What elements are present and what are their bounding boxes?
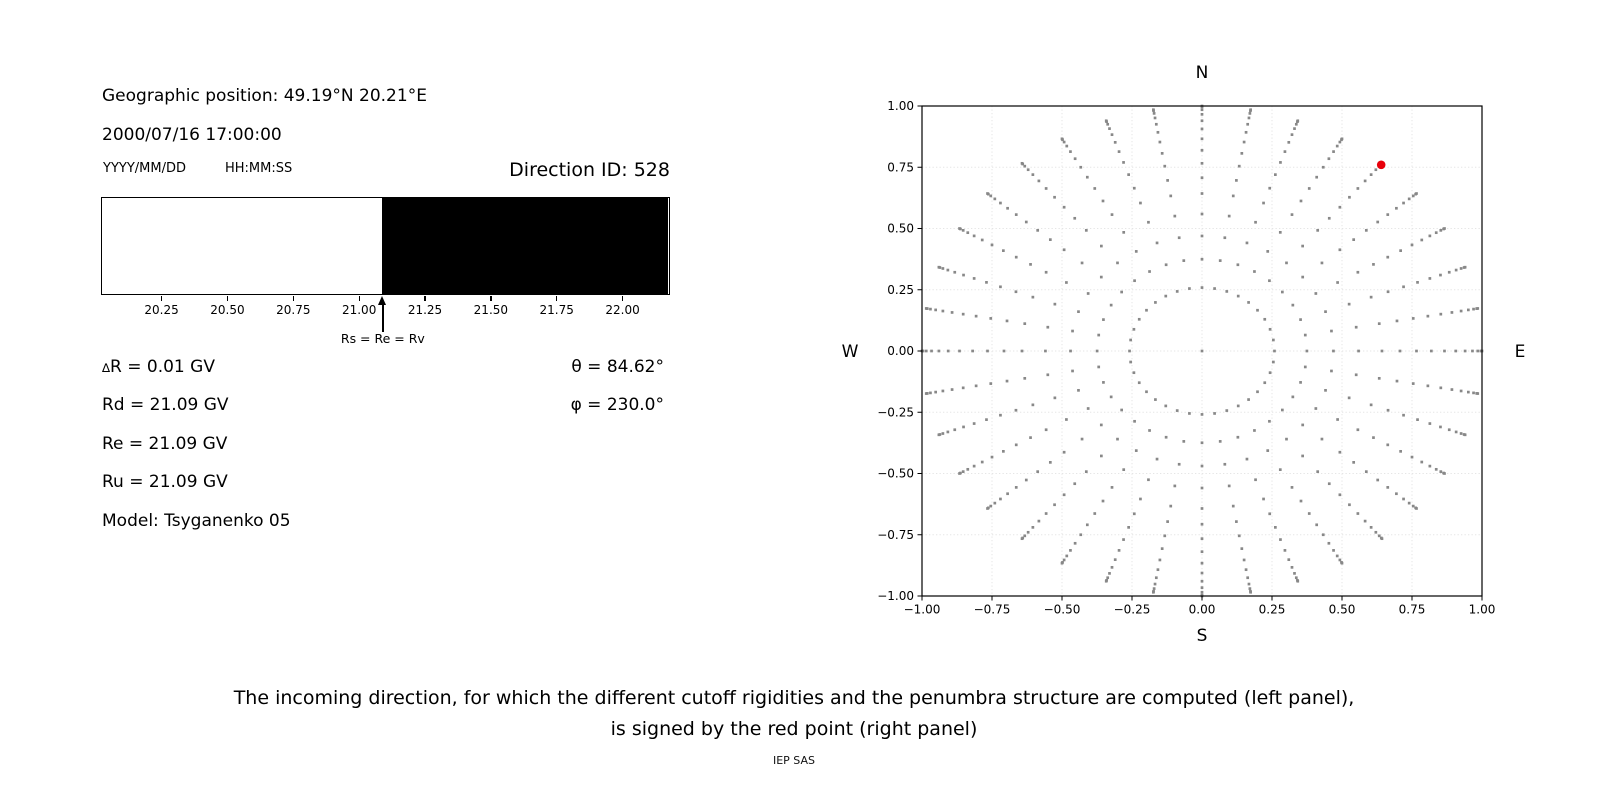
penumbra-tick-mark — [358, 296, 360, 301]
date-format-label: YYYY/MM/DD — [103, 161, 186, 176]
geo-position-text: Geographic position: 49.19°N 20.21°E — [102, 86, 427, 106]
penumbra-tick-mark — [160, 296, 163, 301]
arrow-line — [382, 305, 384, 332]
svg-text:0.50: 0.50 — [887, 222, 914, 236]
penumbra-tick-label: 21.50 — [473, 303, 509, 317]
readout-re: Re = 21.09 GV — [102, 434, 228, 454]
readout-ru: Ru = 21.09 GV — [102, 472, 228, 492]
svg-text:−0.25: −0.25 — [877, 405, 914, 419]
direction-id-text: Direction ID: 528 — [509, 159, 670, 181]
tick-marks — [917, 105, 1483, 601]
compass-north-label: N — [1196, 63, 1209, 83]
datetime-text: 2000/07/16 17:00:00 — [102, 125, 282, 145]
penumbra-tick-mark — [424, 296, 426, 301]
svg-text:0.00: 0.00 — [1189, 603, 1216, 617]
penumbra-tick-label: 20.25 — [144, 303, 179, 317]
caption-line-2: is signed by the red point (right panel) — [610, 718, 978, 740]
penumbra-chart — [101, 197, 670, 295]
svg-text:1.00: 1.00 — [1469, 603, 1496, 617]
penumbra-tick-label: 20.50 — [210, 303, 245, 317]
penumbra-tick-label: 22.00 — [605, 303, 640, 317]
tick-labels: −1.00−1.00 −0.75 −0.75 −0.50 −0.50 −0.25 −0.25… — [877, 99, 1495, 616]
penumbra-tick-mark — [226, 296, 229, 301]
caption-line-1: The incoming direction, for which the di… — [233, 687, 1355, 709]
arrow-label: Rs = Re = Rv — [340, 331, 425, 346]
svg-text:0.25: 0.25 — [887, 283, 914, 297]
penumbra-tick-mark — [621, 296, 624, 301]
compass-labels: N S W E — [842, 63, 1526, 646]
readout-delta-r: ∆R = 0.01 GV — [102, 357, 215, 377]
svg-text:−0.25: −0.25 — [1114, 603, 1151, 617]
direction-scatter-svg: −1.00−1.00 −0.75 −0.75 −0.50 −0.50 −0.25 −0.25… — [842, 63, 1526, 646]
compass-south-label: S — [1197, 626, 1208, 646]
compass-west-label: W — [842, 342, 859, 362]
svg-text:0.25: 0.25 — [1259, 603, 1286, 617]
readout-rd: Rd = 21.09 GV — [102, 395, 229, 415]
svg-text:0.75: 0.75 — [887, 160, 914, 174]
penumbra-tick-label: 21.00 — [341, 303, 377, 317]
svg-text:−0.50: −0.50 — [877, 467, 914, 481]
arrow-up-icon — [378, 296, 387, 305]
penumbra-tick-label: 21.75 — [539, 303, 574, 317]
svg-text:−1.00: −1.00 — [904, 603, 941, 617]
svg-text:0.75: 0.75 — [1399, 603, 1426, 617]
credit-text: IEP SAS — [772, 754, 816, 767]
svg-text:−0.75: −0.75 — [877, 528, 914, 542]
penumbra-tick-label: 21.25 — [407, 303, 443, 317]
penumbra-tick-label: 20.75 — [276, 303, 311, 317]
svg-text:−1.00: −1.00 — [877, 589, 914, 603]
penumbra-tick-mark — [490, 296, 492, 301]
svg-text:0.00: 0.00 — [887, 344, 914, 358]
svg-text:−0.50: −0.50 — [1044, 603, 1081, 617]
svg-text:−0.75: −0.75 — [974, 603, 1011, 617]
red-incoming-direction-point — [1376, 160, 1386, 170]
penumbra-black-band — [382, 198, 668, 294]
readout-model: Model: Tsyganenko 05 — [102, 511, 291, 531]
svg-text:1.00: 1.00 — [887, 99, 914, 113]
direction-dots — [920, 104, 1484, 598]
compass-east-label: E — [1515, 342, 1526, 362]
readout-theta: θ = 84.62° — [571, 357, 664, 377]
readout-phi: φ = 230.0° — [570, 395, 664, 415]
penumbra-tick-mark — [292, 296, 294, 301]
penumbra-tick-mark — [556, 296, 558, 301]
svg-text:0.50: 0.50 — [1329, 603, 1356, 617]
time-format-label: HH:MM:SS — [225, 161, 293, 176]
